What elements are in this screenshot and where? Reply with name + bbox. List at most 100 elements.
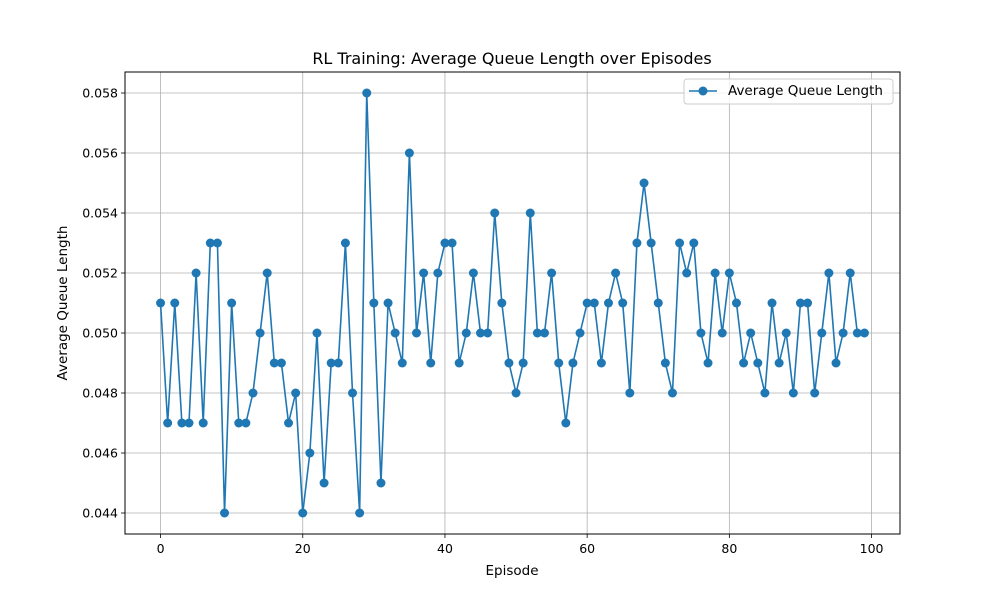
data-point xyxy=(483,328,493,338)
data-point xyxy=(625,388,635,398)
data-point xyxy=(284,418,294,428)
data-point xyxy=(518,358,528,368)
data-point xyxy=(205,238,215,248)
data-point xyxy=(710,268,720,278)
data-point xyxy=(831,358,841,368)
data-point xyxy=(220,508,230,518)
y-axis-label: Average Queue Length xyxy=(55,226,71,381)
data-point xyxy=(234,418,244,428)
data-point xyxy=(852,328,862,338)
x-tick-label: 80 xyxy=(721,541,737,556)
data-point xyxy=(227,298,237,308)
data-point xyxy=(433,268,443,278)
data-point xyxy=(675,238,685,248)
data-point xyxy=(426,358,436,368)
data-point xyxy=(241,418,251,428)
data-point xyxy=(163,418,173,428)
x-tick-label: 40 xyxy=(437,541,453,556)
data-point xyxy=(376,478,386,488)
data-point xyxy=(667,388,677,398)
data-point xyxy=(369,298,379,308)
data-point xyxy=(788,388,798,398)
data-point xyxy=(305,448,315,458)
y-tick-label: 0.054 xyxy=(82,206,118,221)
data-point xyxy=(838,328,848,338)
data-point xyxy=(817,328,827,338)
data-point xyxy=(362,88,372,98)
plot-frame xyxy=(124,71,901,535)
data-point xyxy=(298,508,308,518)
data-point xyxy=(554,358,564,368)
data-point xyxy=(781,328,791,338)
y-tick-label: 0.044 xyxy=(82,506,118,521)
data-point xyxy=(511,388,521,398)
data-point xyxy=(319,478,329,488)
data-point xyxy=(326,358,336,368)
data-point xyxy=(276,358,286,368)
data-point xyxy=(355,508,365,518)
data-point xyxy=(845,268,855,278)
series-layer xyxy=(156,88,869,518)
data-point xyxy=(824,268,834,278)
data-point xyxy=(504,358,514,368)
x-axis-label: Episode xyxy=(485,563,538,579)
chart-title: RL Training: Average Queue Length over E… xyxy=(312,49,711,68)
data-point xyxy=(539,328,549,338)
data-point xyxy=(262,268,272,278)
data-point xyxy=(724,268,734,278)
data-point xyxy=(170,298,180,308)
data-point xyxy=(795,298,805,308)
legend-box xyxy=(683,78,894,105)
x-tick-label: 100 xyxy=(860,541,884,556)
y-tick-label: 0.050 xyxy=(82,326,118,341)
data-point xyxy=(646,238,656,248)
data-point xyxy=(184,418,194,428)
y-tick-label: 0.052 xyxy=(82,266,118,281)
data-point xyxy=(568,358,578,368)
data-point xyxy=(447,238,457,248)
data-point xyxy=(497,298,507,308)
data-point xyxy=(312,328,322,338)
data-point xyxy=(803,298,813,308)
y-axis-ticks: 0.044 0.046 0.048 0.050 0.052 0.054 0.056 0.058 xyxy=(82,86,125,521)
y-tick-label: 0.048 xyxy=(82,386,118,401)
data-point xyxy=(461,328,471,338)
data-point xyxy=(547,268,557,278)
y-tick-label: 0.058 xyxy=(82,86,118,101)
data-point xyxy=(397,358,407,368)
data-point xyxy=(703,358,713,368)
data-point xyxy=(746,328,756,338)
data-point xyxy=(440,238,450,248)
data-point xyxy=(177,418,187,428)
data-point xyxy=(248,388,258,398)
data-point xyxy=(660,358,670,368)
data-point xyxy=(689,238,699,248)
data-point xyxy=(532,328,542,338)
data-point xyxy=(611,268,621,278)
x-tick-label: 0 xyxy=(157,541,165,556)
data-point xyxy=(404,148,414,158)
data-point xyxy=(859,328,869,338)
data-point xyxy=(589,298,599,308)
data-point xyxy=(739,358,749,368)
data-point xyxy=(291,388,301,398)
data-point xyxy=(525,208,535,218)
legend: Average Queue Length xyxy=(683,78,894,105)
data-point xyxy=(390,328,400,338)
data-point xyxy=(696,328,706,338)
data-point xyxy=(468,268,478,278)
data-point xyxy=(340,238,350,248)
data-point xyxy=(639,178,649,188)
legend-marker-swatch xyxy=(698,86,708,96)
x-tick-label: 60 xyxy=(579,541,595,556)
data-point xyxy=(333,358,343,368)
data-point xyxy=(383,298,393,308)
data-point xyxy=(753,358,763,368)
data-point xyxy=(561,418,571,428)
data-point xyxy=(212,238,222,248)
data-point xyxy=(810,388,820,398)
data-point xyxy=(490,208,500,218)
data-point xyxy=(682,268,692,278)
data-point xyxy=(582,298,592,308)
